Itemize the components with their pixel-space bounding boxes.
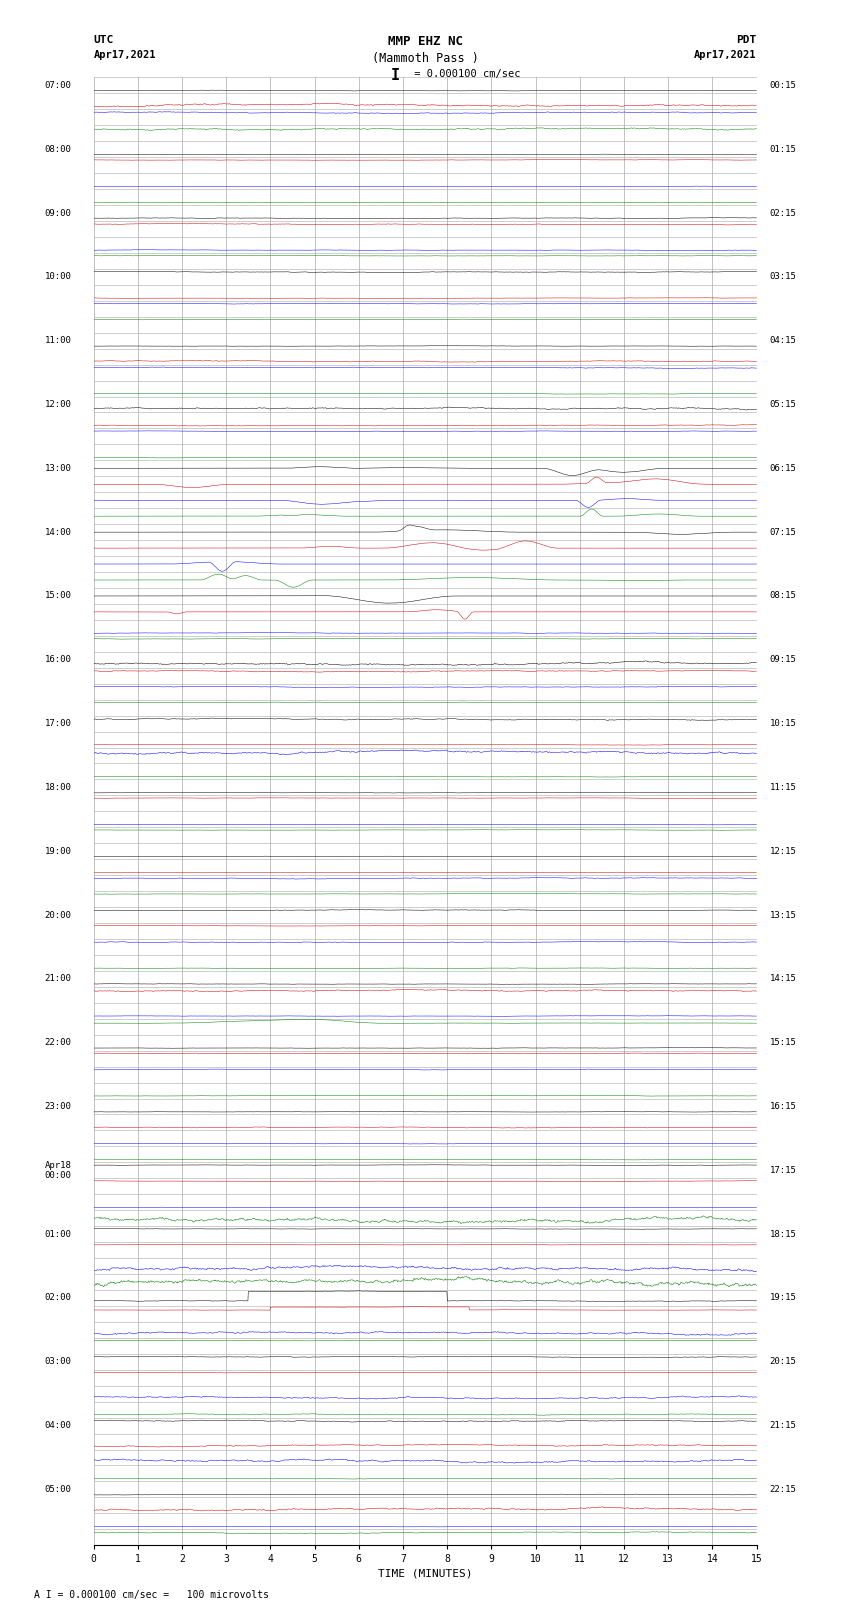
Text: 19:00: 19:00 <box>44 847 71 857</box>
Text: 13:15: 13:15 <box>770 911 796 919</box>
Text: 21:00: 21:00 <box>44 974 71 984</box>
Text: 02:00: 02:00 <box>44 1294 71 1302</box>
Text: UTC: UTC <box>94 35 114 45</box>
Text: 13:00: 13:00 <box>44 465 71 473</box>
Text: 22:00: 22:00 <box>44 1039 71 1047</box>
Text: 17:15: 17:15 <box>770 1166 796 1174</box>
Text: = 0.000100 cm/sec: = 0.000100 cm/sec <box>408 69 520 79</box>
Text: 16:15: 16:15 <box>770 1102 796 1111</box>
Text: 21:15: 21:15 <box>770 1421 796 1431</box>
Text: (Mammoth Pass ): (Mammoth Pass ) <box>371 52 479 65</box>
Text: 07:15: 07:15 <box>770 527 796 537</box>
X-axis label: TIME (MINUTES): TIME (MINUTES) <box>377 1568 473 1579</box>
Text: 11:15: 11:15 <box>770 782 796 792</box>
Text: 20:15: 20:15 <box>770 1357 796 1366</box>
Text: PDT: PDT <box>736 35 756 45</box>
Text: 11:00: 11:00 <box>44 336 71 345</box>
Text: 04:15: 04:15 <box>770 336 796 345</box>
Text: 08:00: 08:00 <box>44 145 71 153</box>
Text: Apr17,2021: Apr17,2021 <box>694 50 756 60</box>
Text: 20:00: 20:00 <box>44 911 71 919</box>
Text: 10:15: 10:15 <box>770 719 796 727</box>
Text: Apr17,2021: Apr17,2021 <box>94 50 156 60</box>
Text: 05:15: 05:15 <box>770 400 796 410</box>
Text: 03:15: 03:15 <box>770 273 796 281</box>
Text: 18:00: 18:00 <box>44 782 71 792</box>
Text: 09:15: 09:15 <box>770 655 796 665</box>
Text: 10:00: 10:00 <box>44 273 71 281</box>
Text: 03:00: 03:00 <box>44 1357 71 1366</box>
Text: 15:15: 15:15 <box>770 1039 796 1047</box>
Text: 23:00: 23:00 <box>44 1102 71 1111</box>
Text: 02:15: 02:15 <box>770 208 796 218</box>
Text: 22:15: 22:15 <box>770 1486 796 1494</box>
Text: 14:15: 14:15 <box>770 974 796 984</box>
Text: 14:00: 14:00 <box>44 527 71 537</box>
Text: 16:00: 16:00 <box>44 655 71 665</box>
Text: 01:00: 01:00 <box>44 1229 71 1239</box>
Text: 00:15: 00:15 <box>770 81 796 90</box>
Text: 04:00: 04:00 <box>44 1421 71 1431</box>
Text: I: I <box>391 68 399 82</box>
Text: MMP EHZ NC: MMP EHZ NC <box>388 35 462 48</box>
Text: 01:15: 01:15 <box>770 145 796 153</box>
Text: 05:00: 05:00 <box>44 1486 71 1494</box>
Text: 12:00: 12:00 <box>44 400 71 410</box>
Text: 08:15: 08:15 <box>770 592 796 600</box>
Text: 09:00: 09:00 <box>44 208 71 218</box>
Text: Apr18: Apr18 <box>44 1161 71 1169</box>
Text: 19:15: 19:15 <box>770 1294 796 1302</box>
Text: 07:00: 07:00 <box>44 81 71 90</box>
Text: 12:15: 12:15 <box>770 847 796 857</box>
Text: 06:15: 06:15 <box>770 465 796 473</box>
Text: A I = 0.000100 cm/sec =   100 microvolts: A I = 0.000100 cm/sec = 100 microvolts <box>34 1590 269 1600</box>
Text: 15:00: 15:00 <box>44 592 71 600</box>
Text: 18:15: 18:15 <box>770 1229 796 1239</box>
Text: 17:00: 17:00 <box>44 719 71 727</box>
Text: 00:00: 00:00 <box>44 1171 71 1179</box>
